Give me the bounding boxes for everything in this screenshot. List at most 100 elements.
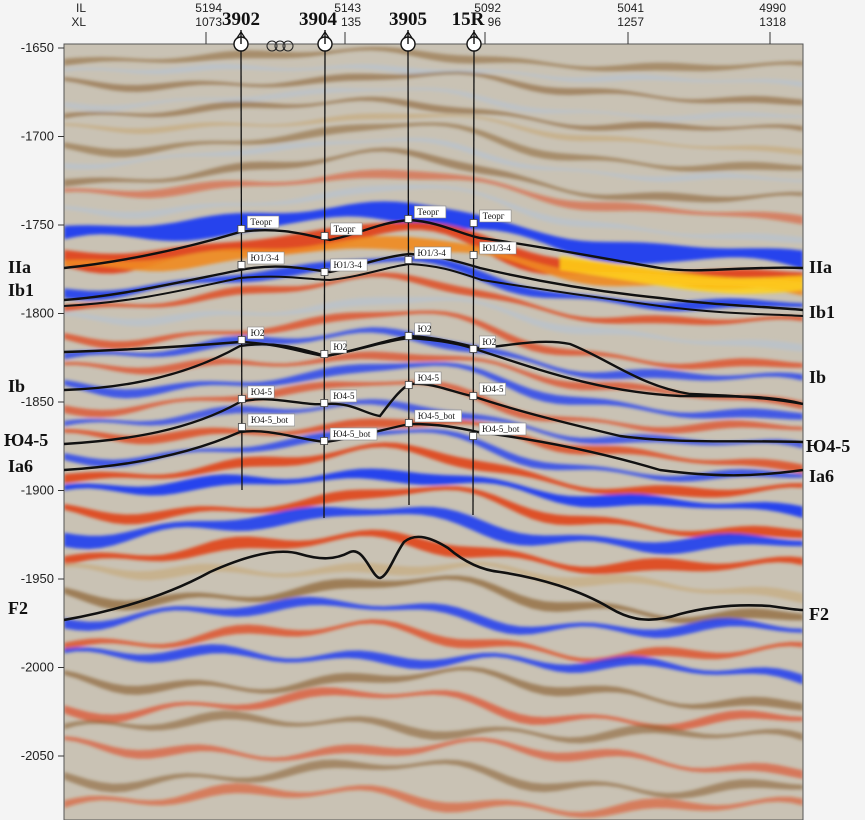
il-axis-label: IL xyxy=(76,1,86,15)
well-15R[interactable]: 15R Теорг Ю1/3-4 Ю2 Ю4-5 Ю4-5_bot xyxy=(452,9,527,516)
plot-frame xyxy=(63,43,804,820)
seismic-band xyxy=(64,596,803,638)
well-name-label: 3904 xyxy=(299,9,338,30)
well-pick-label-box xyxy=(329,427,378,441)
well-pick-marker[interactable] xyxy=(320,232,329,240)
well-pick-label-box xyxy=(247,385,275,399)
well-3904[interactable]: 3904 Теорг Ю1/3-4 Ю2 Ю4-5 Ю4-5_bot xyxy=(299,9,378,519)
il-tick-label: 5041 xyxy=(617,1,644,15)
il-tick-label: 5194 xyxy=(195,1,222,15)
seismic-band xyxy=(64,710,803,744)
well-pick-marker[interactable] xyxy=(469,432,478,440)
seismic-band xyxy=(64,429,803,482)
well-pick-marker[interactable] xyxy=(469,392,478,400)
seismic-band xyxy=(64,87,803,121)
xl-tick-label: 1073 xyxy=(195,15,222,29)
map-symbol-icon xyxy=(266,40,294,52)
well-pick-marker[interactable] xyxy=(469,345,478,353)
seismic-band xyxy=(64,327,803,381)
well-pick-marker[interactable] xyxy=(404,381,413,389)
well-pick-label: Ю2 xyxy=(333,342,347,352)
seismic-band xyxy=(64,236,803,296)
well-pick-label: Ю4-5 xyxy=(418,373,440,383)
well-pick-label: Теорг xyxy=(334,224,356,234)
well-name-label: 3902 xyxy=(222,9,260,30)
well-pick-marker[interactable] xyxy=(237,225,246,233)
well-pick-marker[interactable] xyxy=(404,256,413,264)
xl-tick-label: 1318 xyxy=(759,15,786,29)
well-pick-marker[interactable] xyxy=(320,350,329,358)
well-pick-label: Ю1/3-4 xyxy=(483,243,512,253)
well-head-arrow-icon xyxy=(403,30,413,39)
seismic-band xyxy=(64,506,803,555)
seismic-band xyxy=(64,71,803,106)
well-head-arrow-icon xyxy=(469,30,479,39)
well-pick-marker[interactable] xyxy=(404,215,413,223)
time-tick-label: -2000 xyxy=(21,660,54,675)
well-pick-marker[interactable] xyxy=(237,261,246,269)
well-pick-marker[interactable] xyxy=(320,268,329,276)
seismic-band xyxy=(64,169,803,225)
well-pick-label: Ю1/3-4 xyxy=(250,253,279,263)
well-pick-label-box xyxy=(247,413,295,427)
well-pick-label-box xyxy=(478,382,506,396)
time-tick-label: -1850 xyxy=(21,394,54,409)
well-pick-marker[interactable] xyxy=(469,219,478,227)
well-pick-label-box xyxy=(330,340,347,354)
xl-tick-label: 135 xyxy=(341,15,361,29)
well-pick-label-box xyxy=(414,409,462,423)
time-axis-strip xyxy=(0,44,64,820)
well-pick-label-box xyxy=(479,241,517,255)
seismic-band xyxy=(64,96,803,132)
xl-tick-label: 96 xyxy=(488,15,502,29)
seismic-band xyxy=(64,362,803,420)
well-pick-label-box xyxy=(247,251,285,265)
well-trajectory-line xyxy=(407,50,410,506)
horizon-label-left-ia6: Ia6 xyxy=(8,456,33,476)
seismic-band xyxy=(64,666,803,711)
well-pick-marker[interactable] xyxy=(469,251,478,259)
well-pick-marker[interactable] xyxy=(237,395,246,403)
seismic-band xyxy=(64,561,803,604)
time-tick-label: -1650 xyxy=(21,40,54,55)
well-pick-label-box xyxy=(414,246,452,260)
well-3902[interactable]: 3902 Теорг Ю1/3-4 Ю2 Ю4-5 Ю4-5_bot xyxy=(222,9,295,491)
well-pick-label: Ю4-5_bot xyxy=(418,411,456,421)
well-pick-marker[interactable] xyxy=(237,336,246,344)
well-trajectory-line xyxy=(240,50,243,491)
seismic-band xyxy=(64,122,803,172)
header-strip xyxy=(0,0,865,44)
well-pick-marker[interactable] xyxy=(320,437,329,445)
well-pick-label-box xyxy=(329,389,357,403)
horizon-line-ib1 xyxy=(64,252,803,312)
seismic-bright-spot xyxy=(560,256,803,294)
horizon-label-left-io4-5: Ю4-5 xyxy=(4,430,48,450)
well-pick-marker[interactable] xyxy=(404,419,413,427)
well-pick-marker[interactable] xyxy=(237,423,246,431)
wells-layer: 3902 Теорг Ю1/3-4 Ю2 Ю4-5 Ю4-5_bot 3904 Теорг Ю1… xyxy=(222,9,527,519)
well-pick-label-box xyxy=(247,215,280,229)
well-pick-label: Ю4-5 xyxy=(482,384,504,394)
horizon-line-ib1-lower xyxy=(64,262,803,317)
well-pick-label: Ю1/3-4 xyxy=(334,260,363,270)
time-tick-label: -1750 xyxy=(21,217,54,232)
seismic-band xyxy=(64,442,803,498)
time-tick-label: -2050 xyxy=(21,748,54,763)
seismic-band xyxy=(64,468,803,518)
seismic-band xyxy=(64,529,803,575)
xl-tick-label: 1257 xyxy=(617,15,644,29)
well-pick-label-box xyxy=(330,222,363,236)
horizon-label-right-ib: Ib xyxy=(809,367,826,387)
time-tick-label: -1950 xyxy=(21,571,54,586)
well-pick-label: Ю4-5 xyxy=(333,391,355,401)
well-pick-marker[interactable] xyxy=(404,332,413,340)
horizon-label-right-io4-5: Ю4-5 xyxy=(806,436,850,456)
seismic-band xyxy=(64,486,803,539)
well-pick-marker[interactable] xyxy=(320,399,329,407)
seismic-band xyxy=(64,310,803,370)
well-pick-label-box xyxy=(478,422,527,436)
well-3905[interactable]: 3905 Теорг Ю1/3-4 Ю2 Ю4-5 Ю4-5_bot xyxy=(389,9,462,506)
well-pick-label-box xyxy=(414,322,432,336)
seismic-band xyxy=(64,272,803,325)
horizon-labels: IIa IIa Ib1 Ib1 Ib Ib Ю4-5 Ю4-5 Ia6 Ia6 … xyxy=(4,257,850,624)
